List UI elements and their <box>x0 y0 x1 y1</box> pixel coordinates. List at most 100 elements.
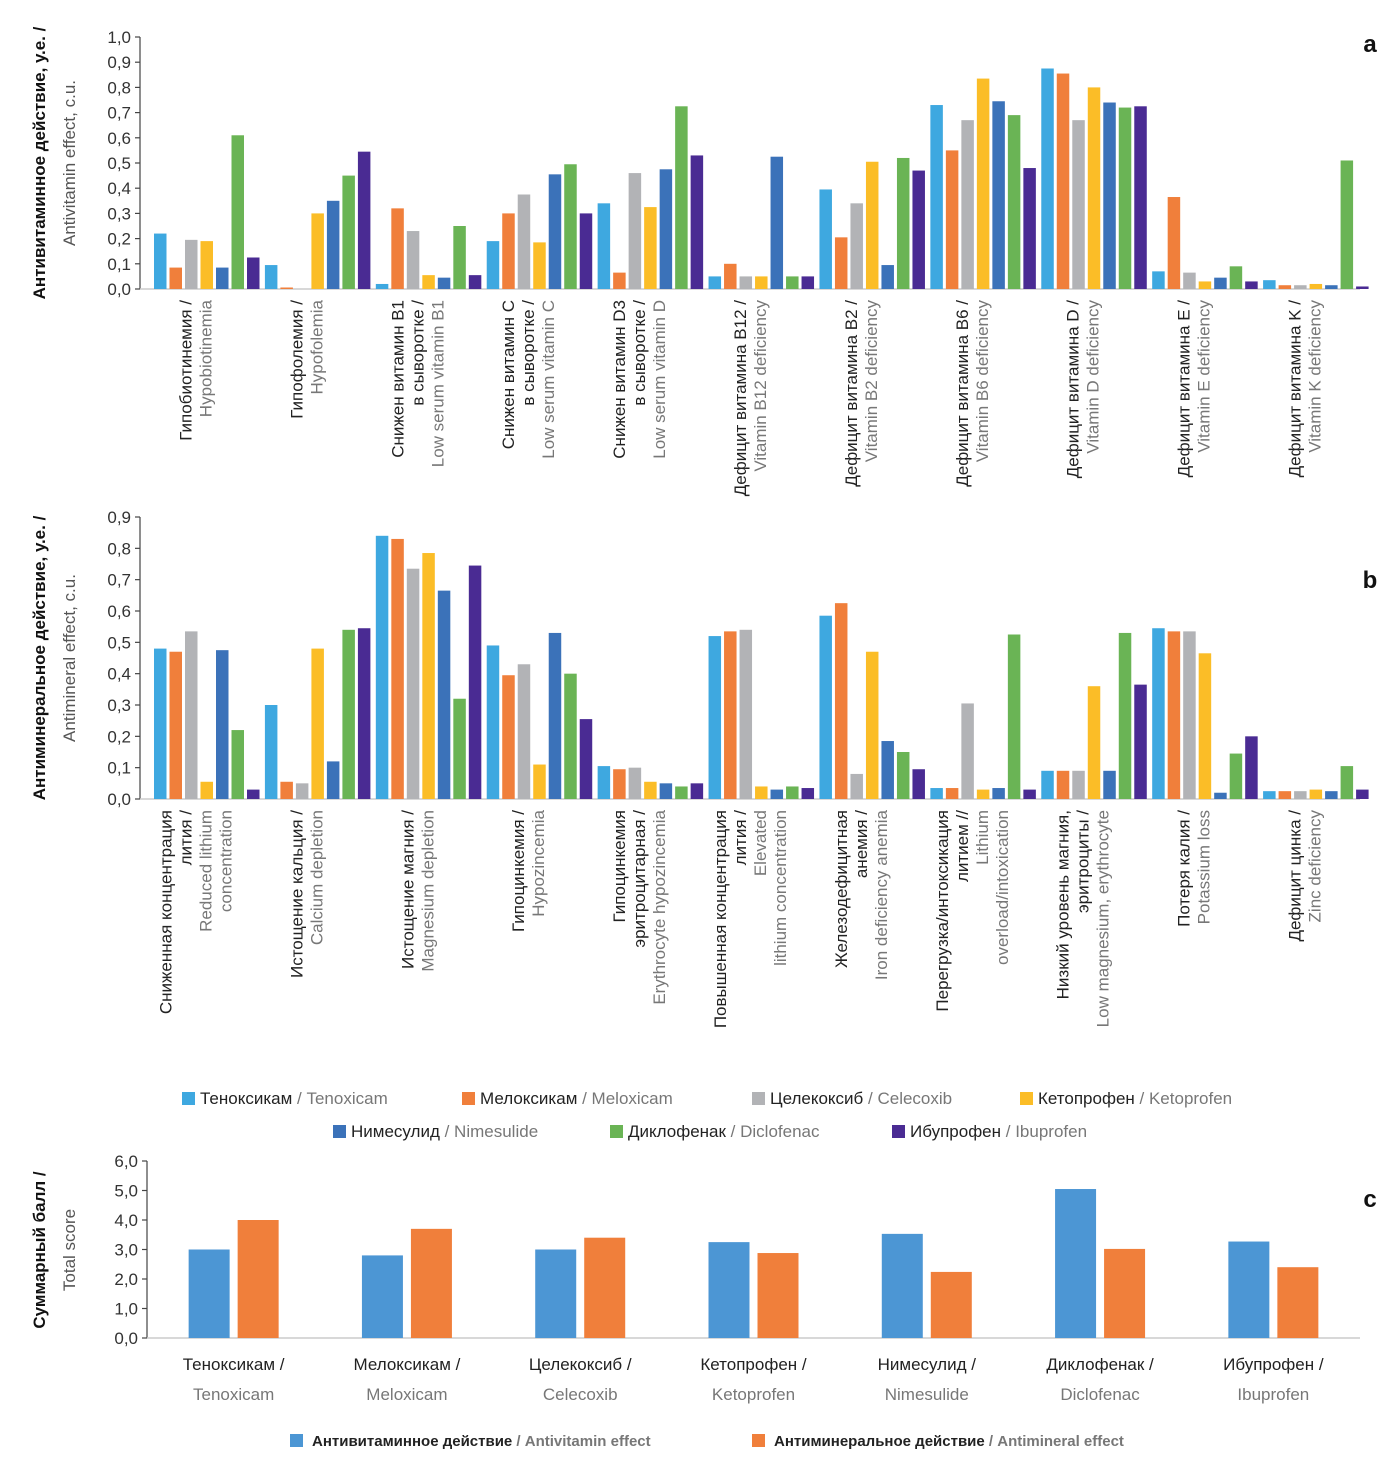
bar <box>548 174 562 289</box>
bar <box>326 761 340 799</box>
y-tick-label: 3,0 <box>114 1241 138 1260</box>
bar <box>597 203 611 289</box>
bar <box>188 1249 230 1338</box>
x-tick-label: Дефицит цинка / <box>1286 810 1305 942</box>
legend-label: Кетопрофен / Ketoprofen <box>1038 1089 1232 1108</box>
bar <box>739 276 753 289</box>
bar <box>613 769 626 799</box>
bar <box>834 603 848 799</box>
chart-a: 0,0 0,1 0,2 0,3 0,4 0,5 0,6 0,7 0,8 0,9 1,0 Антивит… <box>30 26 1377 496</box>
bar <box>1183 631 1196 799</box>
bar <box>881 265 894 289</box>
x-tick-label: Сниженная концентрация <box>156 810 175 1014</box>
bar <box>597 766 611 799</box>
bar <box>169 267 182 289</box>
bar <box>945 788 959 799</box>
bar <box>264 705 278 799</box>
bar <box>486 241 500 289</box>
y-axis-title-en: Total score <box>60 1209 79 1291</box>
bar <box>801 276 815 289</box>
legend-item: Диклофенак / Diclofenac <box>610 1122 820 1141</box>
bar <box>517 664 531 799</box>
y-tick-label: 0,5 <box>107 633 131 652</box>
bar <box>628 767 642 799</box>
bar <box>961 120 974 289</box>
bar <box>1056 73 1070 289</box>
x-tick-label: Elevated <box>751 810 770 876</box>
x-tick-label: Кетопрофен / <box>700 1355 807 1374</box>
bar <box>1198 653 1212 799</box>
x-tick-label: Диклофенак / <box>1046 1355 1154 1374</box>
x-tick-label: анемия / <box>852 810 871 878</box>
bar <box>930 788 943 799</box>
bar <box>739 629 753 799</box>
y-tick-label: 0,8 <box>107 539 131 558</box>
x-tick-label: Гипоцинкемия / <box>509 810 528 932</box>
bar <box>1198 281 1212 289</box>
x-tick-label: Снижен витамин B1 <box>388 300 407 458</box>
bar <box>548 632 562 799</box>
bar <box>169 651 182 799</box>
bar <box>819 615 832 799</box>
bar <box>1229 266 1243 289</box>
bar <box>453 698 466 799</box>
bar <box>659 169 673 289</box>
bar <box>786 276 799 289</box>
legend-swatch <box>1020 1092 1033 1105</box>
bar <box>896 157 910 289</box>
x-tick-label: lithium concentration <box>771 810 790 966</box>
bar <box>154 648 167 799</box>
bar <box>357 628 371 799</box>
x-tick-label: overload/intoxication <box>993 810 1012 965</box>
x-tick-label: Erythrocyte hypozincemia <box>650 809 669 1004</box>
bar <box>1263 791 1276 799</box>
bar <box>675 106 688 289</box>
bar <box>264 265 278 289</box>
legend-label: Целекоксиб / Celecoxib <box>770 1089 952 1108</box>
legend-item: Ибупрофен / Ibuprofen <box>892 1122 1087 1141</box>
bar <box>976 789 990 799</box>
bar <box>1007 115 1021 290</box>
panel-label: b <box>1363 567 1378 594</box>
bar <box>912 170 925 289</box>
y-tick-label: 0,0 <box>107 280 131 299</box>
bar <box>579 719 593 799</box>
y-tick-label: 0,1 <box>107 759 131 778</box>
y-tick-label: 0,9 <box>107 508 131 527</box>
bar <box>1104 1248 1146 1338</box>
bar <box>1228 1241 1270 1338</box>
x-tick-label: Дефицит витамина B6 / <box>953 300 972 487</box>
x-tick-label: Vitamin E deficiency <box>1195 300 1214 453</box>
y-tick-label: 0,4 <box>107 665 131 684</box>
bar <box>216 650 229 799</box>
x-tick-label: лития / <box>731 810 750 866</box>
x-tick-label: Перегрузка/интоксикация <box>933 810 952 1012</box>
bar <box>1278 285 1292 289</box>
legend-label: Нимесулид / Nimesulide <box>351 1122 538 1141</box>
bar <box>801 788 815 799</box>
legend-item: Нимесулид / Nimesulide <box>333 1122 538 1141</box>
x-tick-label: Дефицит витамина E / <box>1175 300 1194 478</box>
y-tick-label: 0,3 <box>107 696 131 715</box>
bar <box>468 275 482 289</box>
bar <box>391 538 404 799</box>
bar <box>865 651 879 799</box>
x-tick-label: Гипофолемия / <box>287 300 306 419</box>
y-tick-label: 0,5 <box>107 154 131 173</box>
legend-swatch <box>752 1434 765 1447</box>
x-tick-label: Дефицит витамина D / <box>1064 300 1083 479</box>
bar <box>819 189 832 289</box>
x-tick-label: Low serum vitamin B1 <box>428 300 447 467</box>
bar <box>200 241 213 289</box>
bar <box>564 164 577 289</box>
bar <box>628 173 642 289</box>
x-tick-label: Vitamin K deficiency <box>1306 300 1325 453</box>
bar <box>584 1237 626 1338</box>
bar <box>1041 770 1054 799</box>
x-tick-label-en: Ketoprofen <box>712 1385 795 1404</box>
legend-item: Антивитаминное действие / Antivitamin ef… <box>290 1433 651 1450</box>
bar <box>486 645 500 799</box>
bar <box>1023 168 1036 289</box>
x-tick-label: литием // <box>953 810 972 882</box>
